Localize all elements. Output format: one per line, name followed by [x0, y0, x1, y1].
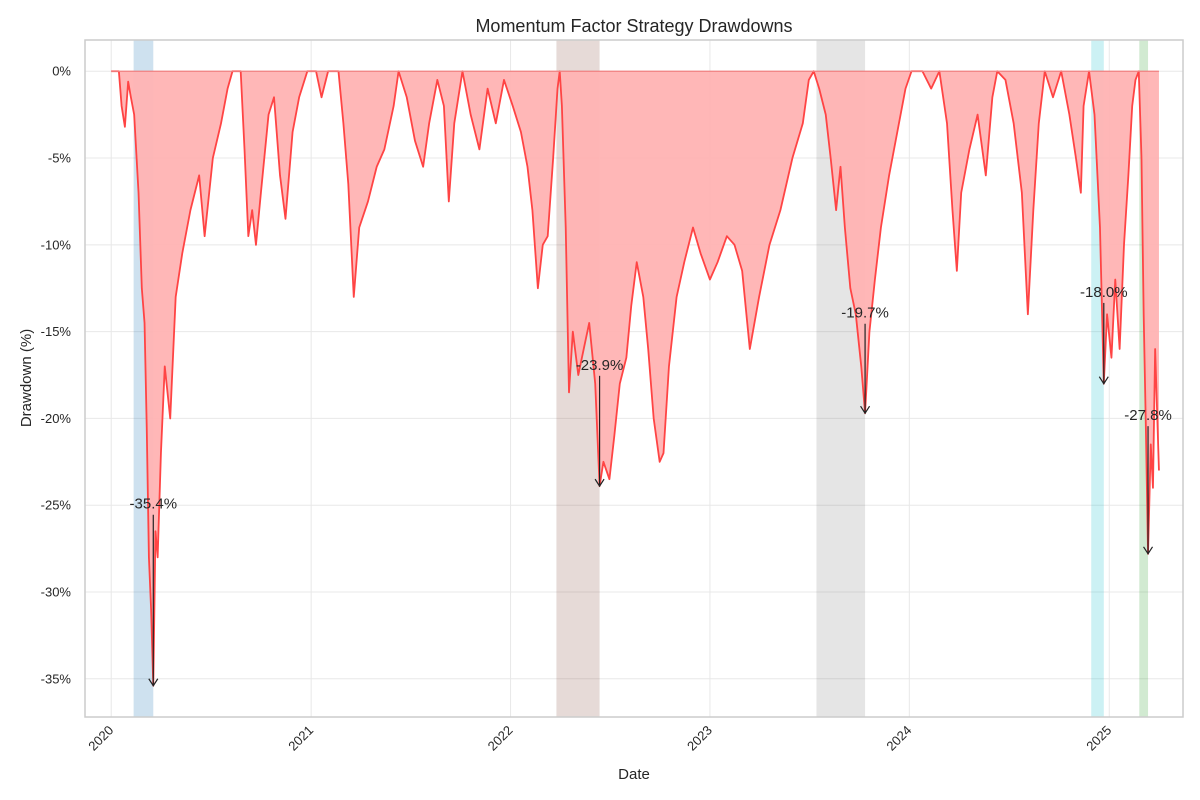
- chart-title: Momentum Factor Strategy Drawdowns: [475, 16, 792, 36]
- annotation-label: -18.0%: [1080, 284, 1128, 301]
- drawdown-line: [111, 70, 1160, 687]
- y-tick-label: -20%: [41, 411, 72, 426]
- annotation-arrow-head: [1098, 376, 1109, 385]
- y-tick-label: -35%: [41, 671, 72, 686]
- y-tick-label: -25%: [41, 498, 72, 513]
- annotation-label: -35.4%: [130, 496, 178, 513]
- y-tick-label: -15%: [41, 324, 72, 339]
- y-tick-label: 0%: [52, 64, 71, 79]
- annotation-arrow-head: [1143, 546, 1154, 555]
- y-axis-ticks: 0% -5% -10% -15% -20% -25% -30% -35%: [41, 64, 72, 687]
- x-axis-title: Date: [618, 766, 650, 783]
- annotation-arrow-head: [594, 478, 605, 488]
- drawdown-period-5: [1139, 40, 1149, 717]
- drawdown-area: [111, 71, 1159, 686]
- gridlines: [85, 40, 1183, 717]
- annotation-label: -27.8%: [1124, 407, 1172, 424]
- plot-frame: [84, 39, 1184, 718]
- max-drawdown-annotations: -35.4% -23.9% -19.7% -18.0% -27.8%: [111, 70, 1172, 687]
- y-tick-label: -30%: [41, 585, 72, 600]
- annotation-label: -19.7%: [841, 305, 889, 322]
- annotation-label: -23.9%: [576, 357, 624, 374]
- y-axis-title: Drawdown (%): [18, 329, 35, 427]
- y-tick-label: -10%: [41, 237, 72, 252]
- annotation-arrow-head: [860, 405, 871, 415]
- y-tick-label: -5%: [48, 151, 72, 166]
- annotation-arrow-head: [148, 678, 159, 687]
